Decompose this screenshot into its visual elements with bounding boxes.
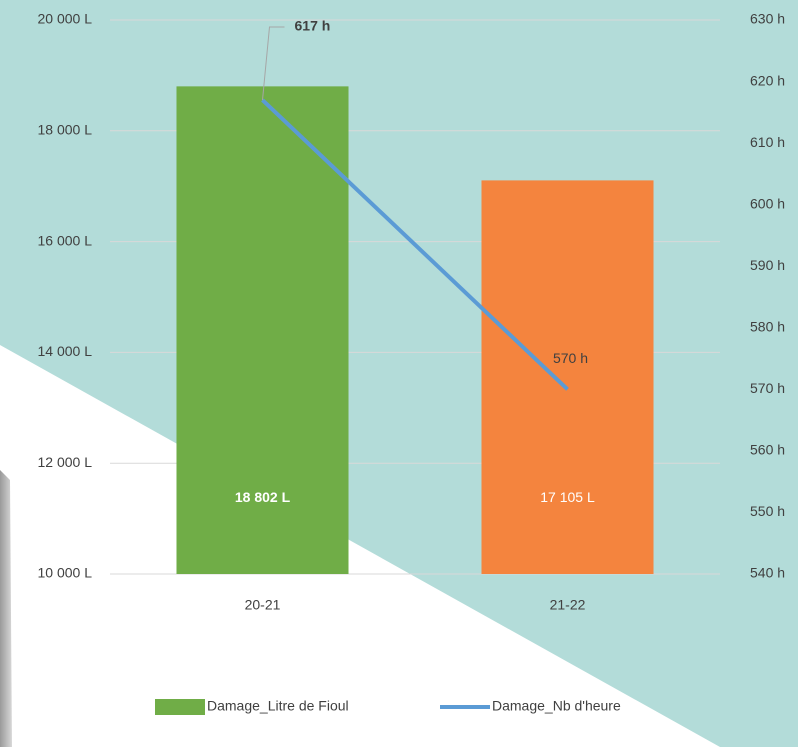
y2-tick-label: 570 h	[750, 380, 785, 396]
y2-tick-label: 550 h	[750, 503, 785, 519]
y-tick-label: 10 000 L	[38, 565, 93, 581]
bar	[481, 180, 654, 574]
leader-line	[262, 26, 285, 101]
data-label: 18 802 L	[235, 489, 291, 505]
data-label: 617 h	[295, 18, 331, 34]
x-tick-label: 21-22	[550, 597, 586, 613]
y2-tick-label: 630 h	[750, 11, 785, 27]
y2-tick-label: 540 h	[750, 565, 785, 581]
data-label: 570 h	[553, 350, 588, 366]
y2-tick-label: 610 h	[750, 134, 785, 150]
y2-tick-label: 600 h	[750, 195, 785, 211]
legend-label: Damage_Nb d'heure	[492, 698, 621, 714]
y-tick-label: 20 000 L	[38, 11, 93, 27]
y-tick-label: 16 000 L	[38, 232, 93, 248]
y2-tick-label: 590 h	[750, 257, 785, 273]
y-tick-label: 18 000 L	[38, 122, 93, 138]
data-label: 17 105 L	[540, 489, 595, 505]
y2-tick-label: 560 h	[750, 442, 785, 458]
bar	[176, 86, 349, 574]
legend-label: Damage_Litre de Fioul	[207, 698, 349, 714]
background-strip	[0, 470, 12, 747]
y2-tick-label: 620 h	[750, 72, 785, 88]
y-tick-label: 12 000 L	[38, 454, 93, 470]
line	[261, 98, 569, 391]
y2-tick-label: 580 h	[750, 318, 785, 334]
x-tick-label: 20-21	[245, 597, 281, 613]
y-tick-label: 14 000 L	[38, 343, 93, 359]
legend-swatch	[155, 699, 205, 715]
